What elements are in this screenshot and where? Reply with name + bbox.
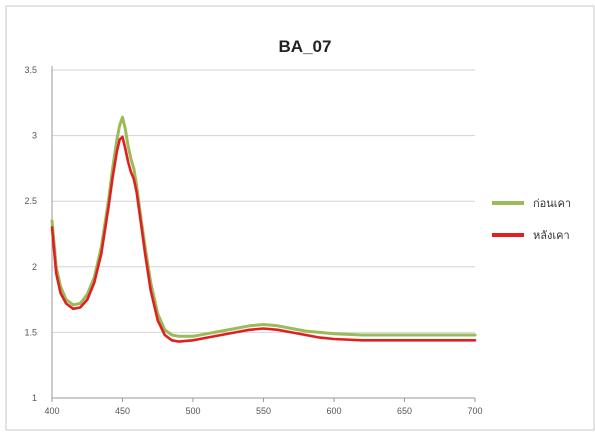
chart-title: BA_07 [279,37,332,56]
x-tick-label: 550 [256,406,271,416]
x-tick-label: 500 [185,406,200,416]
x-tick-label: 700 [467,406,482,416]
gridlines [52,69,475,333]
y-tick-label: 3 [32,131,37,141]
y-tick-label: 2 [32,262,37,272]
chart-border [5,5,595,431]
y-tick-label: 2.5 [24,196,37,206]
y-tick-label: 3.5 [24,65,37,75]
y-tick-label: 1.5 [24,327,37,337]
x-tick-label: 450 [115,406,130,416]
series-lines [50,115,477,343]
x-tick-label: 600 [326,406,341,416]
legend-label-2: หลังเคา [533,230,570,242]
legend-label-1: ก่อนเคา [533,198,571,210]
x-tick-label: 650 [397,406,412,416]
y-tick-label: 1 [32,393,37,403]
x-tick-label: 400 [44,406,59,416]
series-line-2 [50,135,477,343]
